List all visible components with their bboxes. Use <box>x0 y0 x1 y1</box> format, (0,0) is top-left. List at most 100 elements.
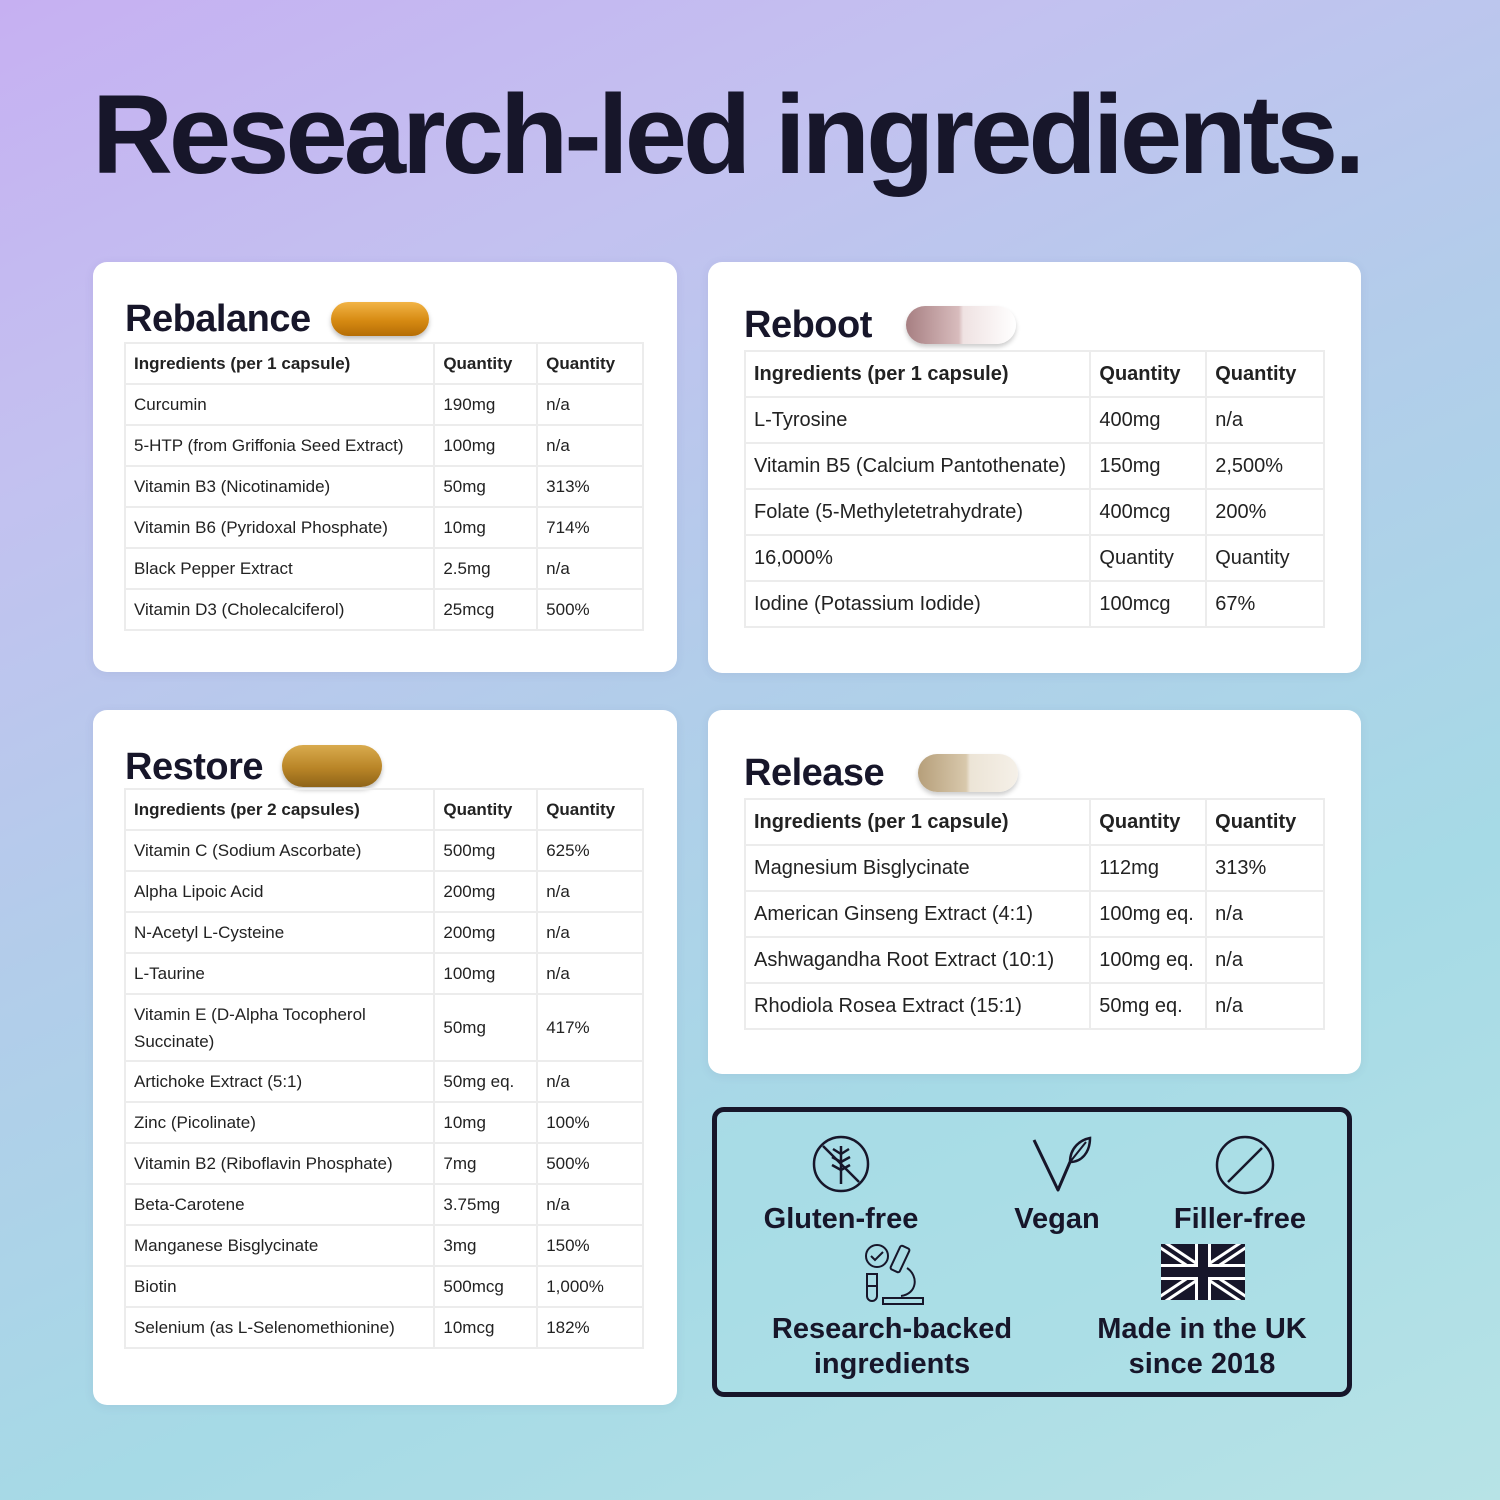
table-row: Vitamin D3 (Cholecalciferol) 25mcg 500% <box>123 588 644 631</box>
ingredient-cell: Vitamin B3 (Nicotinamide) <box>123 465 436 508</box>
quantity-cell: 2.5mg <box>433 547 539 590</box>
rebalance-card: Rebalance Ingredients (per 1 capsule) Qua… <box>93 262 677 672</box>
table-row: Magnesium Bisglycinate 112mg 313% <box>743 844 1325 892</box>
quantity-cell: 200mg <box>433 870 539 913</box>
quantity-cell: 150mg <box>1089 442 1208 490</box>
daily-value-cell: 100% <box>536 1101 644 1144</box>
table-row: L-Taurine 100mg n/a <box>123 952 644 995</box>
release-capsule-icon <box>918 754 1018 792</box>
ingredient-cell: American Ginseng Extract (4:1) <box>743 890 1092 938</box>
quantity-cell: 10mcg <box>433 1306 539 1349</box>
made-in-uk-line1: Made in the UK <box>1097 1313 1307 1345</box>
table-row: Artichoke Extract (5:1) 50mg eq. n/a <box>123 1060 644 1103</box>
reboot-capsule-icon <box>906 306 1016 344</box>
daily-value-cell: 500% <box>536 1142 644 1185</box>
ingredient-cell: Vitamin B2 (Riboflavin Phosphate) <box>123 1142 436 1185</box>
leaf-v-icon <box>1032 1136 1092 1192</box>
table-row: Folate (5-Methyletetrahydrate) 400mcg 200% <box>743 488 1325 536</box>
table-row: Manganese Bisglycinate 3mg 150% <box>123 1224 644 1267</box>
column-header: Ingredients (per 1 capsule) <box>743 798 1092 846</box>
table-row: Vitamin B6 (Pyridoxal Phosphate) 10mg 714% <box>123 506 644 549</box>
ingredient-cell: Curcumin <box>123 383 436 426</box>
daily-value-cell: n/a <box>1205 890 1325 938</box>
table-row: N-Acetyl L-Cysteine 200mg n/a <box>123 911 644 954</box>
restore-title: Restore <box>125 746 264 788</box>
daily-value-cell: n/a <box>1205 936 1325 984</box>
reboot-table: Ingredients (per 1 capsule) Quantity Quant… <box>743 350 1325 628</box>
table-row: Alpha Lipoic Acid 200mg n/a <box>123 870 644 913</box>
column-header: Quantity <box>1205 350 1325 398</box>
daily-value-cell: 67% <box>1205 580 1325 628</box>
table-header-row: Ingredients (per 2 capsules) Quantity Quan… <box>123 788 644 831</box>
prohibited-icon <box>1215 1135 1275 1195</box>
quantity-cell: 100mg <box>433 424 539 467</box>
quantity-cell: 400mg <box>1089 396 1208 444</box>
restore-card: Restore Ingredients (per 2 capsules) Quan… <box>93 710 677 1405</box>
column-header: Quantity <box>433 342 539 385</box>
research-backed-line2: ingredients <box>813 1348 971 1380</box>
quantity-cell: 25mcg <box>433 588 539 631</box>
daily-value-cell: n/a <box>536 870 644 913</box>
column-header: Quantity <box>536 342 644 385</box>
ingredient-cell: Artichoke Extract (5:1) <box>123 1060 436 1103</box>
daily-value-cell: n/a <box>536 547 644 590</box>
product-badges-panel: Gluten-free Vegan Filler-free Research-b… <box>712 1107 1352 1397</box>
ingredient-cell: Vitamin B5 (Calcium Pantothenate) <box>743 442 1092 490</box>
ingredient-cell: Biotin <box>123 1265 436 1308</box>
daily-value-cell: n/a <box>536 1183 644 1226</box>
table-row: Rhodiola Rosea Extract (15:1) 50mg eq. n/a <box>743 982 1325 1030</box>
research-backed-label: Research-backed ingredients <box>757 1312 1027 1382</box>
page-title: Research-led ingredients. <box>92 72 1365 197</box>
ingredient-cell: 16,000% <box>743 534 1092 582</box>
quantity-cell: 3.75mg <box>433 1183 539 1226</box>
quantity-cell: 100mcg <box>1089 580 1208 628</box>
rebalance-table: Ingredients (per 1 capsule) Quantity Quant… <box>123 342 644 631</box>
table-header-row: Ingredients (per 1 capsule) Quantity Quant… <box>743 350 1325 398</box>
daily-value-cell: 313% <box>536 465 644 508</box>
ingredient-cell: Zinc (Picolinate) <box>123 1101 436 1144</box>
gluten-free-label: Gluten-free <box>763 1203 919 1235</box>
column-header: Quantity <box>1089 350 1208 398</box>
daily-value-cell: n/a <box>1205 982 1325 1030</box>
release-card: Release Ingredients (per 1 capsule) Quant… <box>708 710 1361 1074</box>
made-in-uk-label: Made in the UK since 2018 <box>1077 1312 1327 1382</box>
daily-value-cell: 500% <box>536 588 644 631</box>
quantity-cell: 190mg <box>433 383 539 426</box>
table-row: Vitamin B3 (Nicotinamide) 50mg 313% <box>123 465 644 508</box>
filler-free-label: Filler-free <box>1173 1203 1307 1235</box>
quantity-cell: Quantity <box>1089 534 1208 582</box>
ingredient-cell: Vitamin B6 (Pyridoxal Phosphate) <box>123 506 436 549</box>
ingredient-cell: Alpha Lipoic Acid <box>123 870 436 913</box>
table-row: Iodine (Potassium Iodide) 100mcg 67% <box>743 580 1325 628</box>
ingredient-cell: Vitamin E (D-Alpha Tocopherol Succinate) <box>123 993 436 1062</box>
ingredient-cell: N-Acetyl L-Cysteine <box>123 911 436 954</box>
table-row: American Ginseng Extract (4:1) 100mg eq. n… <box>743 890 1325 938</box>
made-in-uk-line2: since 2018 <box>1128 1348 1276 1380</box>
daily-value-cell: n/a <box>1205 396 1325 444</box>
table-row: Biotin 500mcg 1,000% <box>123 1265 644 1308</box>
quantity-cell: 100mg eq. <box>1089 936 1208 984</box>
restore-capsule-icon <box>282 745 382 787</box>
ingredient-cell: Beta-Carotene <box>123 1183 436 1226</box>
quantity-cell: 400mcg <box>1089 488 1208 536</box>
table-row: Vitamin B5 (Calcium Pantothenate) 150mg 2,… <box>743 442 1325 490</box>
column-header: Quantity <box>1205 798 1325 846</box>
quantity-cell: 50mg eq. <box>1089 982 1208 1030</box>
daily-value-cell: n/a <box>536 383 644 426</box>
vegan-label: Vegan <box>1014 1203 1100 1235</box>
rebalance-title: Rebalance <box>125 298 311 340</box>
column-header: Ingredients (per 1 capsule) <box>123 342 436 385</box>
table-row: Vitamin E (D-Alpha Tocopherol Succinate)… <box>123 993 644 1062</box>
quantity-cell: 50mg <box>433 465 539 508</box>
column-header: Ingredients (per 1 capsule) <box>743 350 1092 398</box>
table-row: Ashwagandha Root Extract (10:1) 100mg eq.… <box>743 936 1325 984</box>
column-header: Quantity <box>536 788 644 831</box>
daily-value-cell: n/a <box>536 424 644 467</box>
table-row: Zinc (Picolinate) 10mg 100% <box>123 1101 644 1144</box>
ingredient-cell: Manganese Bisglycinate <box>123 1224 436 1267</box>
ingredient-cell: Black Pepper Extract <box>123 547 436 590</box>
quantity-cell: 200mg <box>433 911 539 954</box>
ingredient-cell: Vitamin C (Sodium Ascorbate) <box>123 829 436 872</box>
table-row: Vitamin B2 (Riboflavin Phosphate) 7mg 500% <box>123 1142 644 1185</box>
reboot-card: Reboot Ingredients (per 1 capsule) Quanti… <box>708 262 1361 673</box>
